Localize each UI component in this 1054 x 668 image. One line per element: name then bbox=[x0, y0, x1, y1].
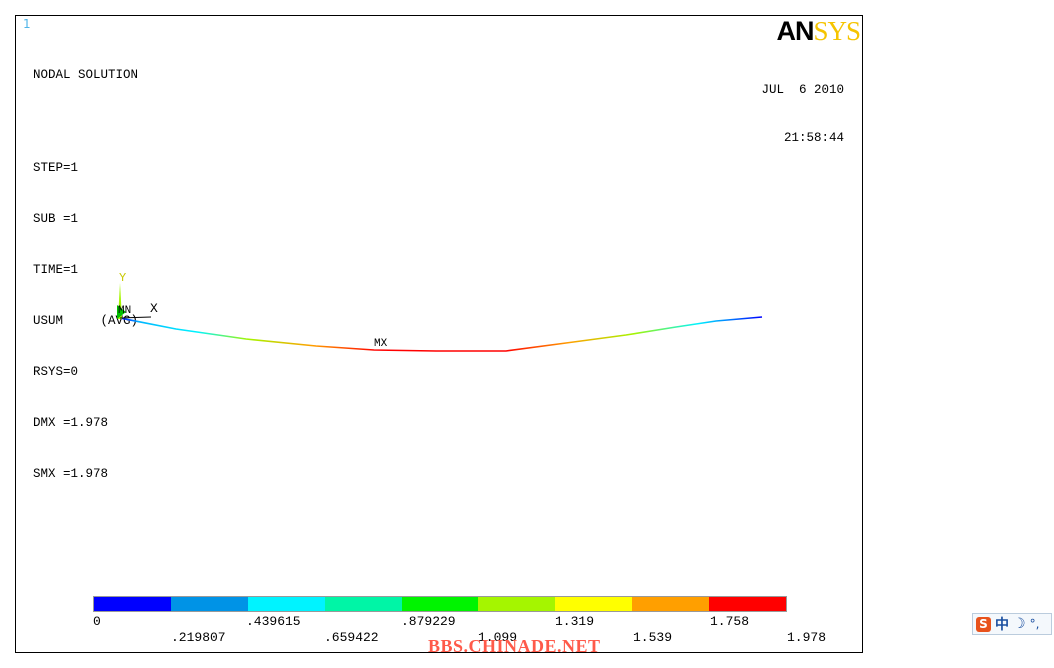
watermark: BBS.CHINADE.NET bbox=[428, 636, 601, 656]
x-axis-line bbox=[119, 316, 152, 319]
legend-label-7: 1.539 bbox=[633, 630, 673, 645]
legend-band-8 bbox=[709, 597, 787, 611]
legend-label-4: .879229 bbox=[401, 614, 456, 629]
legend-label-2: .439615 bbox=[246, 614, 301, 629]
punctuation-icon[interactable]: °, bbox=[1029, 617, 1040, 631]
deformed-beam bbox=[119, 316, 763, 352]
legend-label-1: .219807 bbox=[171, 630, 226, 645]
graphics-viewport[interactable]: 1 NODAL SOLUTION STEP=1 SUB =1 TIME=1 US… bbox=[15, 15, 863, 653]
half-width-icon[interactable]: ☽ bbox=[1013, 616, 1026, 632]
step-line: STEP=1 bbox=[33, 161, 79, 175]
legend-label-8: 1.758 bbox=[710, 614, 750, 629]
legend-band-3 bbox=[324, 597, 402, 611]
date-text: JUL 6 2010 bbox=[761, 83, 844, 97]
sub-line: SUB =1 bbox=[33, 212, 79, 226]
time-text: 21:58:44 bbox=[783, 131, 844, 145]
ime-toolbar[interactable]: S 中 ☽ °, bbox=[972, 613, 1052, 635]
legend-label-3: .659422 bbox=[324, 630, 379, 645]
ansys-logo: ANSYS bbox=[776, 16, 861, 47]
x-axis-label: X bbox=[150, 301, 158, 316]
legend-label-6: 1.319 bbox=[555, 614, 595, 629]
chinese-mode-toggle[interactable]: 中 bbox=[995, 617, 1009, 633]
legend-label-5: 1.099 bbox=[478, 630, 518, 645]
legend-label-0: 0 bbox=[93, 614, 101, 629]
logo-sys: SYS bbox=[813, 16, 861, 46]
smx-line: SMX =1.978 bbox=[33, 467, 109, 481]
max-label: MX bbox=[374, 338, 388, 350]
legend-label-9: 1.978 bbox=[787, 630, 827, 645]
coordinate-triad: Y X MN bbox=[117, 271, 158, 319]
legend-band-7 bbox=[632, 597, 710, 611]
logo-an: AN bbox=[776, 16, 814, 46]
y-axis-label: Y bbox=[119, 271, 126, 285]
time-line: TIME=1 bbox=[33, 263, 79, 277]
z-axis-marker bbox=[117, 305, 126, 319]
min-label: MN bbox=[118, 305, 131, 317]
datetime: JUL 6 2010 21:58:44 bbox=[761, 50, 844, 178]
dmx-line: DMX =1.978 bbox=[33, 416, 109, 430]
contour-legend-bar bbox=[93, 596, 787, 612]
legend-band-1 bbox=[170, 597, 248, 611]
legend-band-5 bbox=[478, 597, 556, 611]
legend-band-0 bbox=[94, 597, 171, 611]
solution-title: NODAL SOLUTION bbox=[33, 68, 139, 82]
rsys-line: RSYS=0 bbox=[33, 365, 79, 379]
legend-band-2 bbox=[247, 597, 325, 611]
legend-band-6 bbox=[555, 597, 633, 611]
legend-band-4 bbox=[401, 597, 479, 611]
deformed-shape-plot: Y X MN MX bbox=[117, 271, 763, 352]
window-number: 1 bbox=[23, 17, 31, 31]
sogou-icon[interactable]: S bbox=[976, 616, 991, 632]
